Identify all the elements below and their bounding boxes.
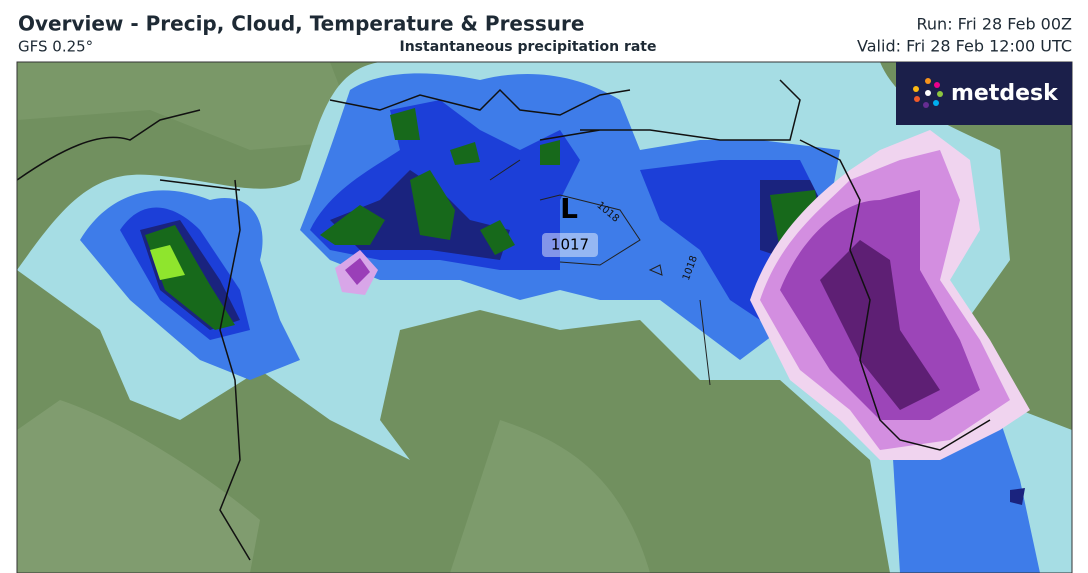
subtitle: Instantaneous precipitation rate xyxy=(400,39,657,55)
logo-text: metdesk xyxy=(951,81,1059,106)
map: L 1017 1018 1018 xyxy=(16,61,1073,573)
run-time: Run: Fri 28 Feb 00Z xyxy=(917,15,1073,34)
title: Overview - Precip, Cloud, Temperature & … xyxy=(18,12,584,36)
map-frame xyxy=(16,61,1073,573)
low-pressure-value: 1017 xyxy=(551,236,589,254)
valid-time: Valid: Fri 28 Feb 12:00 UTC xyxy=(857,37,1072,56)
pressure-badge xyxy=(542,233,598,257)
low-pressure-marker: L xyxy=(560,192,578,225)
logo: metdesk xyxy=(896,62,1072,125)
model: GFS 0.25° xyxy=(18,38,93,56)
